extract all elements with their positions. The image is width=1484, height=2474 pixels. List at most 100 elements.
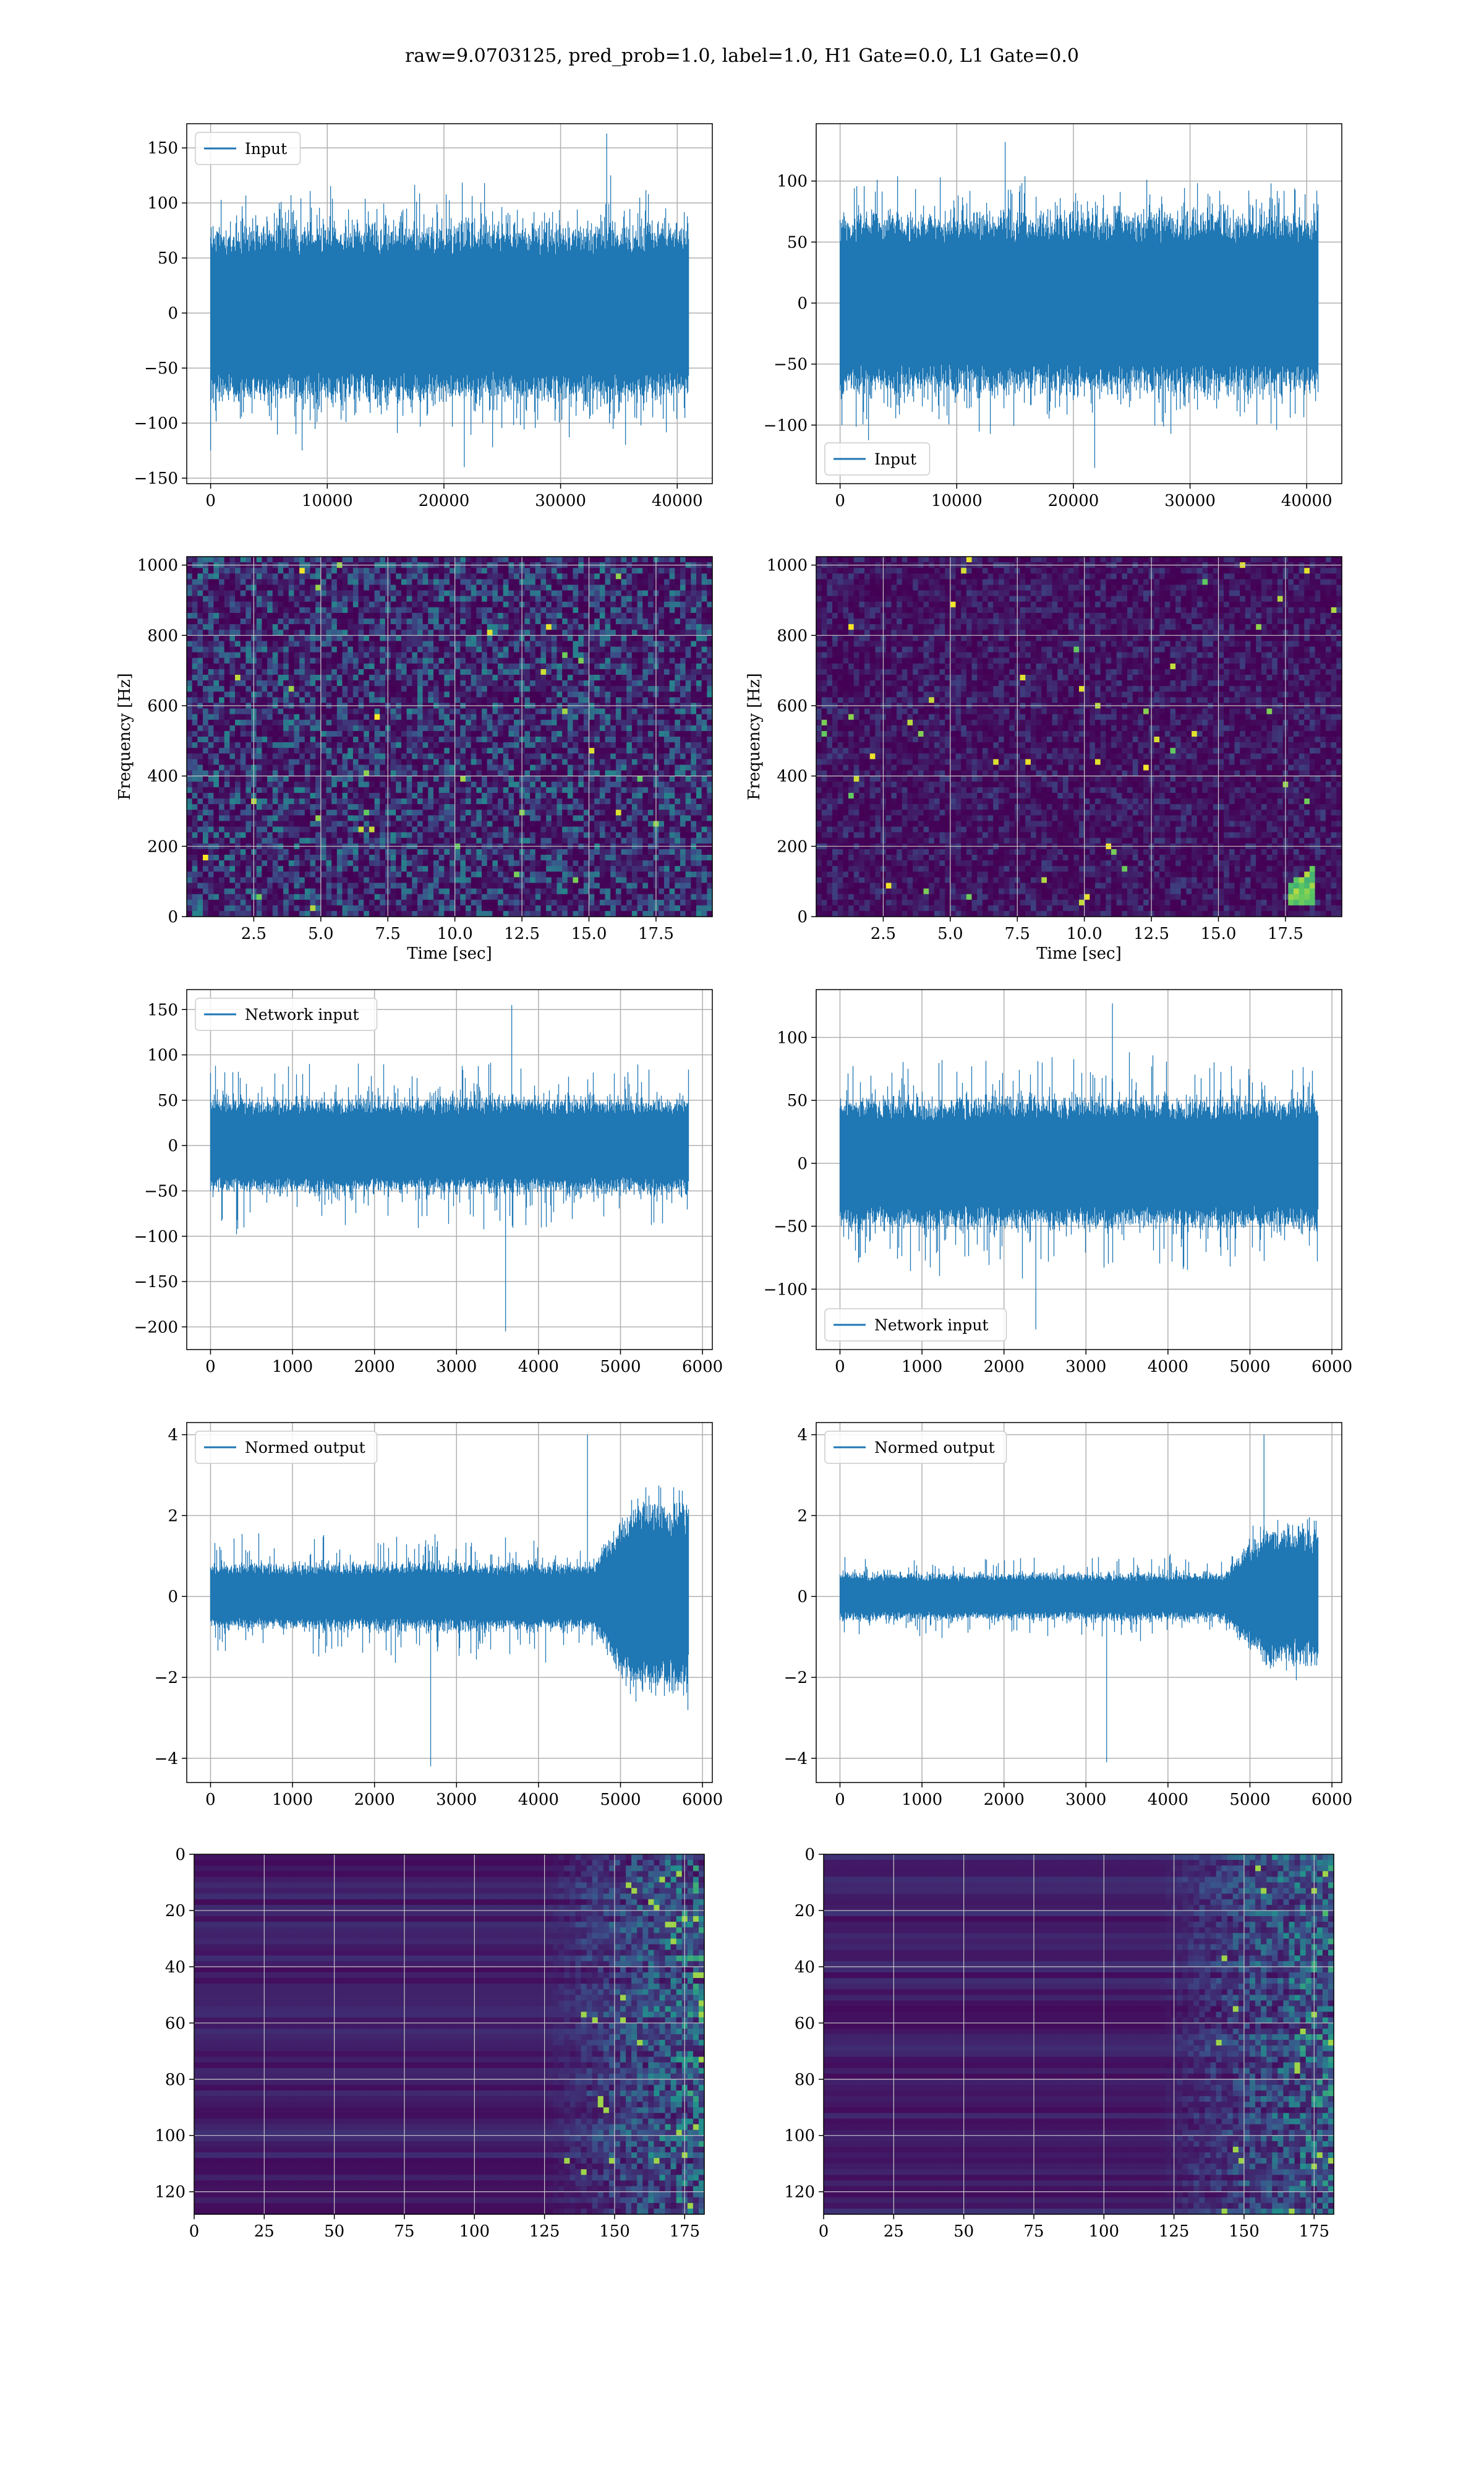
heatmap-cell <box>283 607 289 614</box>
heatmap-cell <box>262 658 267 664</box>
heatmap-cell <box>589 764 595 771</box>
heatmap-cell <box>273 613 278 619</box>
heatmap-cell <box>460 810 466 816</box>
heatmap-cell <box>466 827 471 833</box>
heatmap-cell <box>203 883 208 889</box>
heatmap-cell <box>428 737 433 743</box>
heatmap-cell <box>343 900 348 906</box>
heatmap-cell <box>407 720 412 726</box>
heatmap-cell <box>391 720 396 726</box>
heatmap-cell <box>294 877 299 883</box>
heatmap-cell <box>562 860 568 867</box>
heatmap-cell <box>267 669 273 675</box>
heatmap-cell <box>208 866 214 872</box>
heatmap-cell <box>369 607 375 614</box>
heatmap-cell <box>589 602 595 608</box>
heatmap-cell <box>444 675 450 681</box>
heatmap-cell <box>514 793 519 799</box>
heatmap-cell <box>229 900 235 906</box>
heatmap-cell <box>540 697 546 703</box>
heatmap-cell <box>273 889 278 895</box>
heatmap-cell <box>203 911 208 917</box>
heatmap-cell <box>278 889 283 895</box>
heatmap-cell <box>213 894 219 901</box>
heatmap-cell <box>460 624 466 630</box>
heatmap-cell <box>423 759 429 765</box>
heatmap-cell <box>476 849 482 855</box>
heatmap-cell <box>289 618 294 625</box>
heatmap-cell <box>310 630 315 636</box>
heatmap-cell <box>535 607 541 614</box>
heatmap-cell <box>535 675 541 681</box>
heatmap-cell <box>514 573 519 580</box>
heatmap-cell <box>283 568 289 574</box>
heatmap-cell <box>562 596 568 602</box>
heatmap-cell <box>503 579 509 585</box>
heatmap-cell <box>530 686 535 692</box>
heatmap-cell <box>337 591 343 597</box>
heatmap-cell <box>546 776 552 782</box>
heatmap-cell <box>476 557 482 563</box>
heatmap-cell <box>568 731 573 737</box>
heatmap-cell <box>305 720 310 726</box>
heatmap-cell <box>278 647 283 653</box>
heatmap-cell <box>524 883 530 889</box>
heatmap-cell <box>241 675 246 681</box>
heatmap-cell <box>294 573 299 580</box>
heatmap-cell <box>492 866 498 872</box>
heatmap-cell <box>546 568 552 574</box>
heatmap-cell <box>305 579 310 585</box>
heatmap-cell <box>321 731 326 737</box>
heatmap-cell <box>433 742 439 748</box>
heatmap-cell <box>197 591 203 597</box>
heatmap-cell <box>364 686 369 692</box>
heatmap-cell <box>380 720 385 726</box>
heatmap-cell <box>584 557 589 563</box>
heatmap-cell <box>556 584 562 591</box>
heatmap-cell <box>229 613 235 619</box>
heatmap-cell <box>476 866 482 872</box>
heatmap-cell <box>412 849 417 855</box>
heatmap-cell <box>498 833 503 839</box>
heatmap-cell <box>423 664 429 670</box>
heatmap-cell <box>498 591 503 597</box>
heatmap-cell <box>299 618 305 625</box>
heatmap-cell <box>450 630 455 636</box>
heatmap-cell <box>417 793 423 799</box>
heatmap-cell <box>219 613 224 619</box>
heatmap-cell <box>412 669 417 675</box>
heatmap-cell <box>348 737 353 743</box>
heatmap-cell <box>535 849 541 855</box>
heatmap-cell <box>294 894 299 901</box>
heatmap-cell <box>229 855 235 861</box>
heatmap-cell <box>428 871 433 878</box>
heatmap-cell <box>208 714 214 721</box>
heatmap-cell <box>187 833 192 839</box>
heatmap-cell <box>359 691 364 698</box>
heatmap-cell <box>514 815 519 821</box>
heatmap-cell <box>455 900 461 906</box>
heatmap-cell <box>476 709 482 715</box>
heatmap-cell <box>224 630 230 636</box>
heatmap-cell <box>552 680 557 687</box>
heatmap-cell <box>267 635 273 641</box>
heatmap-cell <box>208 584 214 591</box>
heatmap-cell <box>492 653 498 659</box>
heatmap-cell <box>391 691 396 698</box>
heatmap-cell <box>503 686 509 692</box>
heatmap-cell <box>283 764 289 771</box>
heatmap-cell <box>556 686 562 692</box>
heatmap-cell <box>578 720 584 726</box>
heatmap-cell <box>460 821 466 827</box>
heatmap-cell <box>503 815 509 821</box>
heatmap-cell <box>407 709 412 715</box>
heatmap-cell <box>208 804 214 810</box>
heatmap-cell <box>417 742 423 748</box>
heatmap-cell <box>573 596 578 602</box>
heatmap-cell <box>235 720 241 726</box>
heatmap-cell <box>305 726 310 732</box>
heatmap-cell <box>535 714 541 721</box>
heatmap-cell <box>540 833 546 839</box>
heatmap-cell <box>508 579 514 585</box>
heatmap-cell <box>192 584 198 591</box>
